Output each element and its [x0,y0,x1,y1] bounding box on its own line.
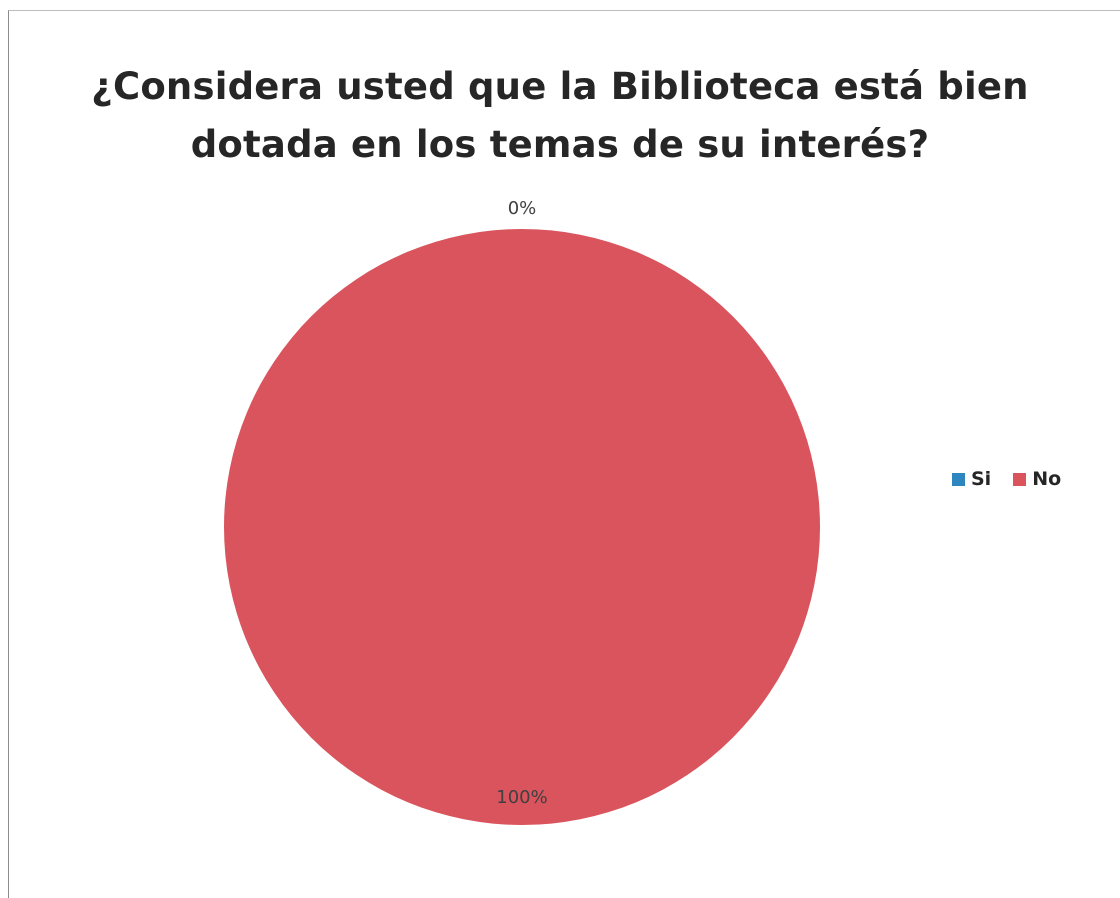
data-label-no: 100% [496,787,547,808]
legend-item-no: No [1013,468,1061,490]
chart-title-line-1: ¿Considera usted que la Biblioteca está … [91,65,1029,108]
pie-slice-no [224,229,820,825]
legend-item-si: Si [952,468,991,490]
legend-swatch-si [952,472,965,486]
legend-swatch-no [1013,472,1027,486]
chart-legend: Si No [952,468,1061,490]
legend-label-si: Si [971,468,992,490]
data-label-si: 0% [508,198,537,219]
legend-label-no: No [1032,468,1062,490]
chart-title-line-2: dotada en los temas de su interés? [190,123,930,166]
chart-title: ¿Considera usted que la Biblioteca está … [0,58,1120,174]
